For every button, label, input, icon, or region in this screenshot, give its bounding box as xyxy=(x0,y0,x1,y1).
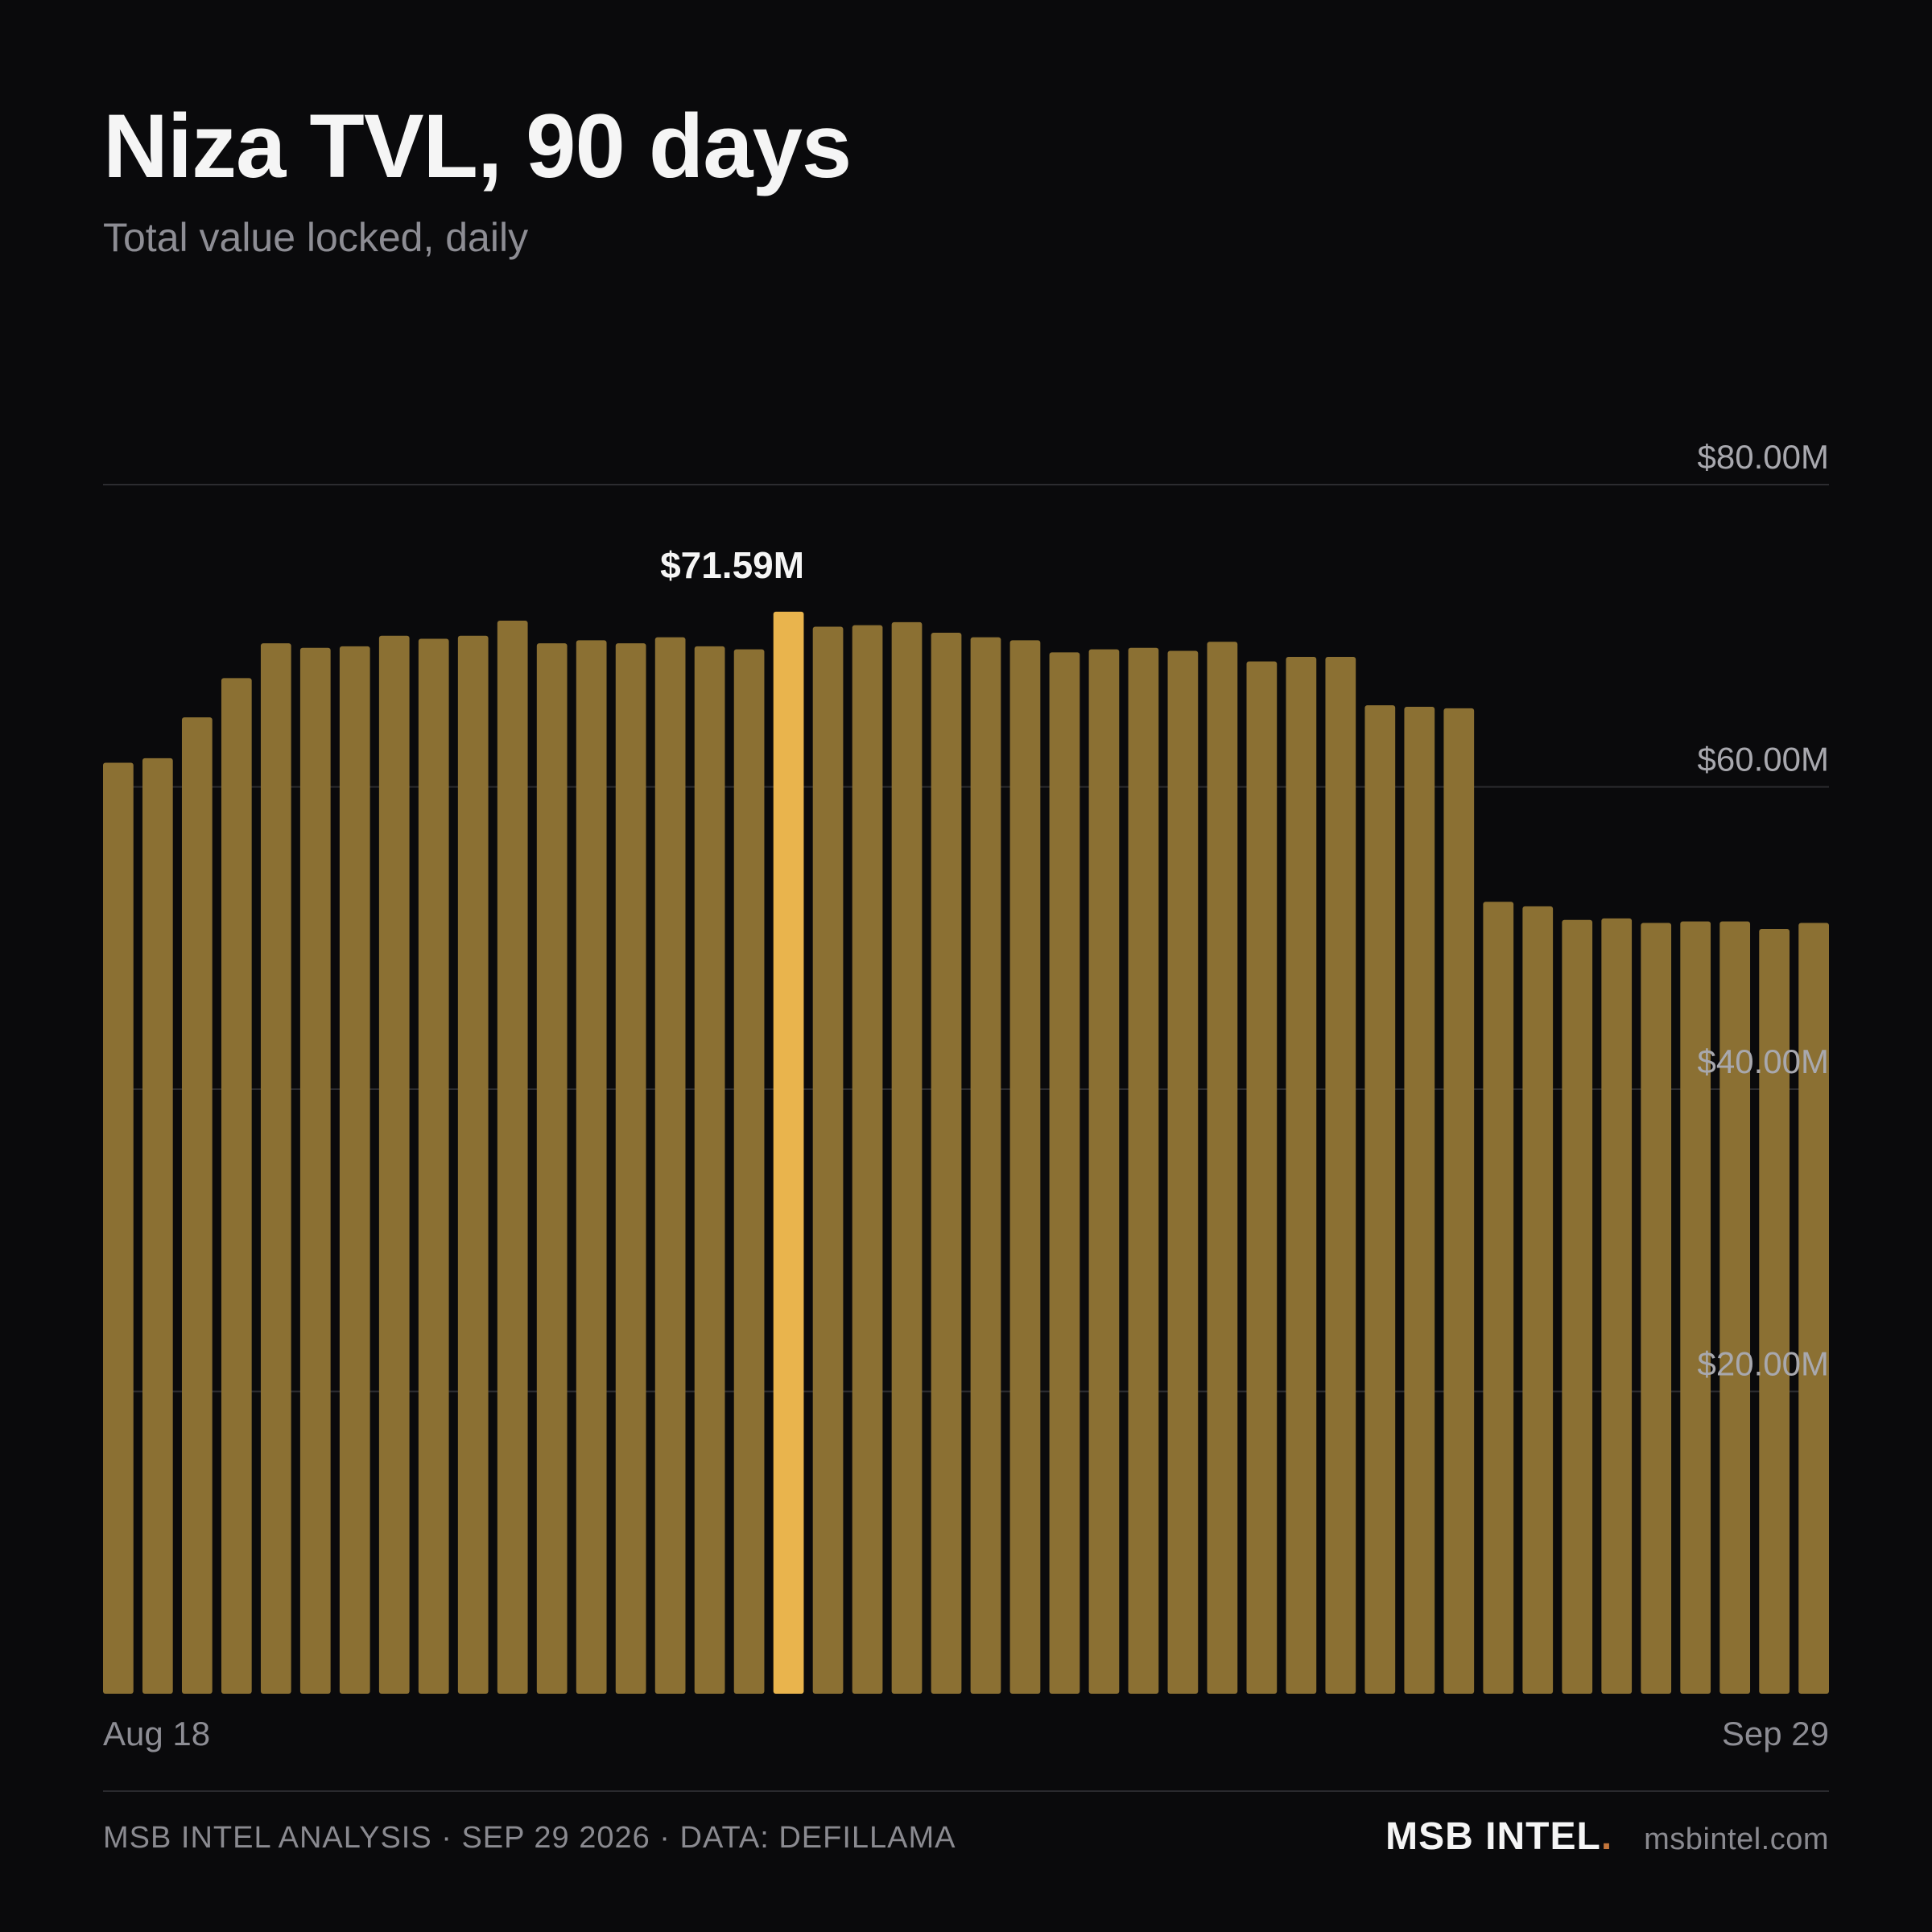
bar-10 xyxy=(497,620,528,1694)
bar-8 xyxy=(418,638,449,1694)
bar-9 xyxy=(457,635,489,1694)
bar-22 xyxy=(970,637,1001,1695)
y-tick-label-3: $80.00M xyxy=(1698,438,1829,476)
bar-14 xyxy=(654,637,686,1695)
bar-40 xyxy=(1680,921,1711,1694)
site-link[interactable]: msbintel.com xyxy=(1644,1823,1829,1856)
bar-28 xyxy=(1207,642,1238,1694)
footer-divider xyxy=(103,1790,1829,1792)
highlight-value-label: $71.59M xyxy=(660,544,804,586)
y-tick-labels: $20.00M $40.00M $60.00M $80.00M xyxy=(1698,438,1829,1383)
bar-highlight xyxy=(773,611,804,1695)
bar-2 xyxy=(181,717,213,1694)
bar-35 xyxy=(1483,902,1514,1694)
bar-18 xyxy=(812,626,844,1694)
y-tick-label-2: $60.00M xyxy=(1698,741,1829,778)
bars xyxy=(103,611,1829,1695)
bar-37 xyxy=(1562,919,1593,1694)
bar-43 xyxy=(1798,923,1829,1694)
footer-brand: MSB INTEL. msbintel.com xyxy=(1385,1814,1829,1859)
bar-33 xyxy=(1404,706,1435,1695)
bar-0 xyxy=(103,762,134,1695)
bar-26 xyxy=(1128,647,1159,1694)
brand-logo-text: MSB INTEL xyxy=(1385,1815,1601,1858)
bar-42 xyxy=(1759,928,1790,1694)
bar-23 xyxy=(1009,640,1041,1694)
bar-27 xyxy=(1167,650,1199,1694)
bar-32 xyxy=(1364,705,1396,1694)
bar-6 xyxy=(339,646,370,1694)
bar-11 xyxy=(536,643,568,1695)
bar-29 xyxy=(1246,661,1278,1694)
bar-13 xyxy=(615,643,646,1695)
bar-12 xyxy=(576,640,607,1694)
bar-16 xyxy=(733,649,765,1695)
chart-subtitle: Total value locked, daily xyxy=(103,215,529,260)
bar-20 xyxy=(891,621,923,1694)
y-tick-label-1: $40.00M xyxy=(1698,1042,1829,1080)
bar-15 xyxy=(694,646,725,1694)
footer-attribution: MSB INTEL ANALYSIS · SEP 29 2026 · DATA:… xyxy=(103,1821,956,1855)
bar-41 xyxy=(1719,921,1751,1694)
bar-1 xyxy=(142,758,173,1694)
chart-title: Niza TVL, 90 days xyxy=(103,96,852,196)
bar-31 xyxy=(1325,657,1356,1695)
y-tick-label-0: $20.00M xyxy=(1698,1345,1829,1383)
bar-34 xyxy=(1443,708,1475,1694)
bar-4 xyxy=(260,643,291,1695)
tvl-bar-chart: $20.00M $40.00M $60.00M $80.00M $71.59M Aug… xyxy=(103,438,1829,1752)
x-start-label: Aug 18 xyxy=(103,1715,210,1752)
bar-24 xyxy=(1049,652,1080,1694)
bar-38 xyxy=(1601,918,1633,1694)
bar-21 xyxy=(931,632,962,1694)
bar-5 xyxy=(299,647,331,1694)
x-end-label: Sep 29 xyxy=(1722,1715,1829,1752)
bar-36 xyxy=(1522,906,1554,1694)
bar-19 xyxy=(852,625,883,1695)
brand-logo-dot: . xyxy=(1600,1815,1612,1858)
bar-3 xyxy=(221,678,252,1694)
bar-30 xyxy=(1286,657,1317,1695)
bar-39 xyxy=(1641,923,1672,1694)
bar-7 xyxy=(378,635,410,1694)
bar-25 xyxy=(1088,649,1120,1695)
